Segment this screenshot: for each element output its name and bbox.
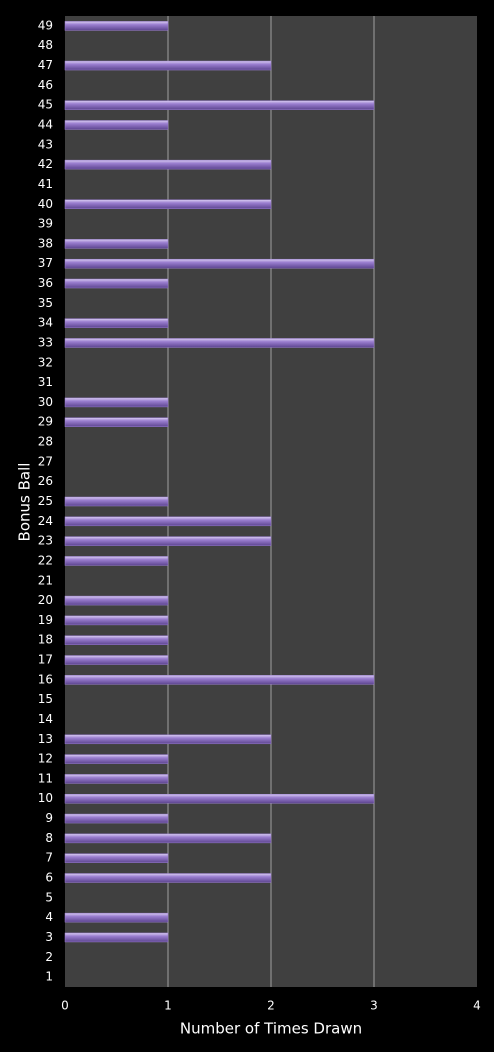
bar [64, 397, 169, 408]
y-tick-label: 39 [38, 217, 53, 231]
y-tick-label: 24 [38, 514, 53, 528]
y-tick-label: 20 [38, 593, 53, 607]
y-tick-label: 38 [38, 236, 53, 250]
bar [64, 813, 169, 824]
y-tick-label: 36 [38, 276, 53, 290]
bar [64, 496, 169, 507]
bar [64, 21, 169, 31]
y-tick-label: 2 [45, 950, 53, 964]
y-tick-label: 18 [38, 633, 53, 647]
bar [64, 120, 169, 130]
y-tick-label: 37 [38, 256, 53, 270]
y-tick-label: 47 [38, 58, 53, 72]
y-tick-label: 1 [45, 970, 53, 984]
bar [64, 675, 375, 685]
y-tick-label: 34 [38, 316, 53, 330]
y-tick-label: 46 [38, 78, 53, 92]
y-tick-label: 12 [38, 752, 53, 766]
x-tick-label: 0 [61, 999, 69, 1013]
y-tick-label: 30 [38, 395, 53, 409]
y-tick-label: 21 [38, 573, 53, 587]
bar [64, 60, 272, 71]
y-tick-label: 28 [38, 435, 53, 449]
y-tick-label: 23 [38, 534, 53, 548]
bar [64, 635, 169, 645]
x-tick-label: 3 [370, 999, 378, 1013]
y-tick-label: 27 [38, 454, 53, 468]
bar [64, 318, 169, 328]
y-tick-label: 13 [38, 732, 53, 746]
y-tick-label: 48 [38, 38, 53, 52]
y-tick-label: 29 [38, 415, 53, 429]
y-tick-label: 49 [38, 18, 53, 32]
y-tick-label: 43 [38, 137, 53, 151]
y-tick-label: 7 [45, 851, 53, 865]
bar [64, 932, 169, 943]
y-tick-label: 6 [45, 871, 53, 885]
y-tick-label: 9 [45, 811, 53, 825]
bar [64, 516, 272, 527]
y-tick-label: 8 [45, 831, 53, 845]
bar [64, 912, 169, 923]
bar [64, 199, 272, 210]
bar [64, 754, 169, 764]
y-tick-label: 15 [38, 692, 53, 706]
y-tick-label: 3 [45, 930, 53, 944]
bar [64, 278, 169, 289]
y-tick-label: 19 [38, 613, 53, 627]
y-tick-label: 10 [38, 791, 53, 805]
x-tick-label: 1 [164, 999, 172, 1013]
y-tick-label: 32 [38, 355, 53, 369]
y-tick-label: 42 [38, 157, 53, 171]
bar [64, 853, 169, 863]
y-tick-label: 16 [38, 672, 53, 686]
y-axis-title: Bonus Ball [16, 463, 34, 542]
x-axis-title: Number of Times Drawn [180, 1020, 362, 1038]
bar [64, 873, 272, 883]
bar [64, 793, 375, 804]
bar [64, 615, 169, 626]
bar [64, 556, 169, 566]
bar [64, 100, 375, 110]
bar [64, 536, 272, 546]
y-tick-label: 35 [38, 296, 53, 310]
y-tick-label: 11 [38, 771, 53, 785]
y-tick-label: 17 [38, 653, 53, 667]
y-tick-label: 44 [38, 117, 53, 131]
x-tick-label: 4 [473, 999, 481, 1013]
bar [64, 159, 272, 170]
bar [64, 258, 375, 269]
bar [64, 774, 169, 784]
bar [64, 239, 169, 249]
y-tick-label: 5 [45, 890, 53, 904]
y-tick-label: 14 [38, 712, 53, 726]
y-tick-label: 25 [38, 494, 53, 508]
bar [64, 734, 272, 745]
bar [64, 655, 169, 665]
x-tick-label: 2 [267, 999, 275, 1013]
y-tick-label: 45 [38, 98, 53, 112]
y-tick-label: 22 [38, 553, 53, 567]
y-tick-label: 40 [38, 197, 53, 211]
bar [64, 595, 169, 606]
y-tick-label: 26 [38, 474, 53, 488]
bar [64, 338, 375, 348]
bar [64, 417, 169, 427]
y-tick-label: 41 [38, 177, 53, 191]
y-tick-label: 31 [38, 375, 53, 389]
bar [64, 833, 272, 844]
y-tick-label: 33 [38, 335, 53, 349]
y-tick-label: 4 [45, 910, 53, 924]
